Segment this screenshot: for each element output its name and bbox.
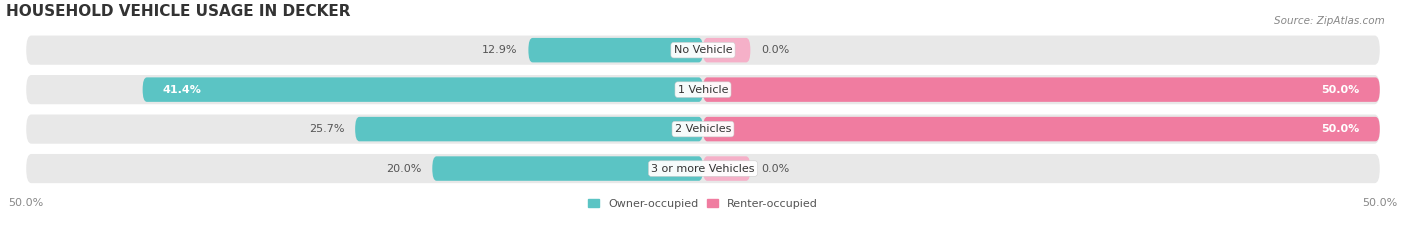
Text: 12.9%: 12.9% [482,45,517,55]
Text: 25.7%: 25.7% [309,124,344,134]
Text: 50.0%: 50.0% [1322,85,1360,95]
Text: 20.0%: 20.0% [387,164,422,174]
Text: 2 Vehicles: 2 Vehicles [675,124,731,134]
Text: No Vehicle: No Vehicle [673,45,733,55]
FancyBboxPatch shape [27,75,1379,104]
Legend: Owner-occupied, Renter-occupied: Owner-occupied, Renter-occupied [588,199,818,209]
FancyBboxPatch shape [27,114,1379,144]
FancyBboxPatch shape [529,38,703,62]
FancyBboxPatch shape [703,38,751,62]
Text: 3 or more Vehicles: 3 or more Vehicles [651,164,755,174]
Text: 0.0%: 0.0% [761,45,789,55]
Text: 41.4%: 41.4% [163,85,202,95]
FancyBboxPatch shape [703,77,1379,102]
Text: HOUSEHOLD VEHICLE USAGE IN DECKER: HOUSEHOLD VEHICLE USAGE IN DECKER [6,4,350,19]
FancyBboxPatch shape [703,156,751,181]
FancyBboxPatch shape [27,154,1379,183]
Text: 1 Vehicle: 1 Vehicle [678,85,728,95]
FancyBboxPatch shape [142,77,703,102]
FancyBboxPatch shape [27,36,1379,65]
FancyBboxPatch shape [432,156,703,181]
Text: 50.0%: 50.0% [1322,124,1360,134]
FancyBboxPatch shape [703,117,1379,141]
Text: Source: ZipAtlas.com: Source: ZipAtlas.com [1274,16,1385,26]
FancyBboxPatch shape [356,117,703,141]
Text: 0.0%: 0.0% [761,164,789,174]
